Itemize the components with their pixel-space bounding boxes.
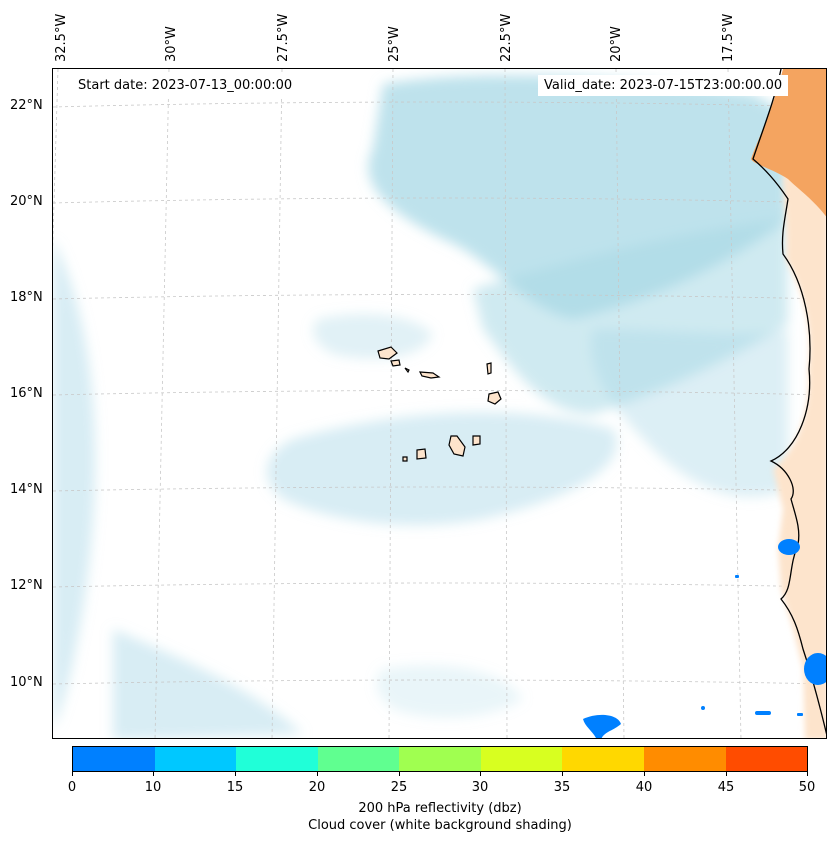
reflectivity-cell-gambia [778, 539, 800, 555]
graticule [53, 69, 826, 738]
lat-label-18n: 18°N [10, 290, 43, 305]
reflectivity-cell-small-1 [755, 711, 771, 715]
cape-verde-islands [377, 346, 502, 462]
island-sal [486, 362, 492, 375]
map-graphic [53, 69, 826, 738]
colorbar-label-0: 0 [67, 780, 77, 795]
island-santo-antao [377, 346, 398, 360]
reflectivity-cell-south [583, 714, 621, 738]
lon-label-30w: 30°W [164, 26, 179, 62]
colorbar-tick-35 [562, 772, 563, 776]
reflectivity-cell-small-3 [735, 575, 739, 578]
colorbar-tick-20 [317, 772, 318, 776]
island-santiago [448, 435, 466, 457]
colorbar-tick-10 [153, 772, 154, 776]
colorbar-label-25: 25 [390, 780, 408, 795]
coastline-mainland [752, 69, 826, 735]
island-santa-luzia [404, 367, 410, 374]
map-canvas[interactable] [52, 68, 827, 739]
island-sao-nicolau [418, 371, 441, 379]
reflectivity-cells [583, 539, 826, 738]
colorbar-tick-0 [72, 772, 73, 776]
colorbar-tick-30 [480, 772, 481, 776]
colorbar-segment-25-30 [399, 747, 481, 771]
colorbar-segment-45-50 [725, 747, 808, 771]
lon-label-27-5w: 27.5°W [276, 13, 291, 62]
cloud-patch-south [376, 665, 523, 718]
lat-label-12n: 12°N [10, 578, 43, 593]
colorbar [72, 746, 808, 772]
cloud-band-southwest [113, 629, 303, 738]
colorbar-label-35: 35 [553, 780, 571, 795]
lon-label-20w: 20°W [609, 26, 624, 62]
colorbar-tick-25 [399, 772, 400, 776]
colorbar-segment-10-15 [154, 747, 237, 771]
cloud-patch-islands [313, 314, 433, 359]
lat-label-16n: 16°N [10, 386, 43, 401]
colorbar-label-50: 50 [798, 780, 816, 795]
cloud-cover-layer [53, 75, 788, 738]
island-sao-vicente [390, 359, 401, 367]
colorbar-tick-40 [644, 772, 645, 776]
land-shading-low [773, 110, 826, 738]
lat-label-14n: 14°N [10, 482, 43, 497]
lat-label-10n: 10°N [10, 675, 43, 690]
lon-label-17-5w: 17.5°W [721, 13, 736, 62]
cloud-band-east [591, 329, 788, 497]
valid-date-label: Valid_date: 2023-07-15T23:00:00.00 [538, 75, 789, 96]
lon-label-22-5w: 22.5°W [499, 13, 514, 62]
lon-label-32-5w: 32.5°W [54, 13, 69, 62]
reflectivity-cell-small-4 [797, 713, 803, 716]
island-boa-vista [487, 391, 502, 405]
colorbar-segment-0-10 [73, 747, 155, 771]
colorbar-label-45: 45 [717, 780, 735, 795]
colorbar-segment-40-45 [643, 747, 726, 771]
reflectivity-cell-coast-south [804, 653, 826, 685]
island-fogo [416, 448, 427, 460]
colorbar-label-30: 30 [471, 780, 489, 795]
reflectivity-cell-small-2 [701, 706, 705, 710]
colorbar-label-15: 15 [226, 780, 244, 795]
colorbar-tick-15 [235, 772, 236, 776]
colorbar-subtitle: Cloud cover (white background shading) [308, 818, 572, 833]
colorbar-label-40: 40 [635, 780, 653, 795]
lat-label-20n: 20°N [10, 194, 43, 209]
colorbar-label-10: 10 [144, 780, 162, 795]
cloud-band-west [53, 239, 96, 729]
africa-coast [751, 69, 826, 738]
island-brava [402, 456, 408, 462]
colorbar-segment-30-35 [480, 747, 563, 771]
colorbar-segment-15-20 [236, 747, 318, 771]
colorbar-label-20: 20 [308, 780, 326, 795]
lat-label-22n: 22°N [10, 98, 43, 113]
island-maio [472, 435, 481, 446]
colorbar-title: 200 hPa reflectivity (dbz) [358, 801, 522, 816]
cloud-band-central [266, 412, 617, 526]
colorbar-segment-20-25 [317, 747, 400, 771]
colorbar-tick-45 [726, 772, 727, 776]
start-date-label: Start date: 2023-07-13_00:00:00 [72, 75, 299, 96]
lon-label-25w: 25°W [387, 26, 402, 62]
land-shading-high [751, 69, 826, 217]
colorbar-tick-50 [807, 772, 808, 776]
colorbar-segment-35-40 [562, 747, 644, 771]
